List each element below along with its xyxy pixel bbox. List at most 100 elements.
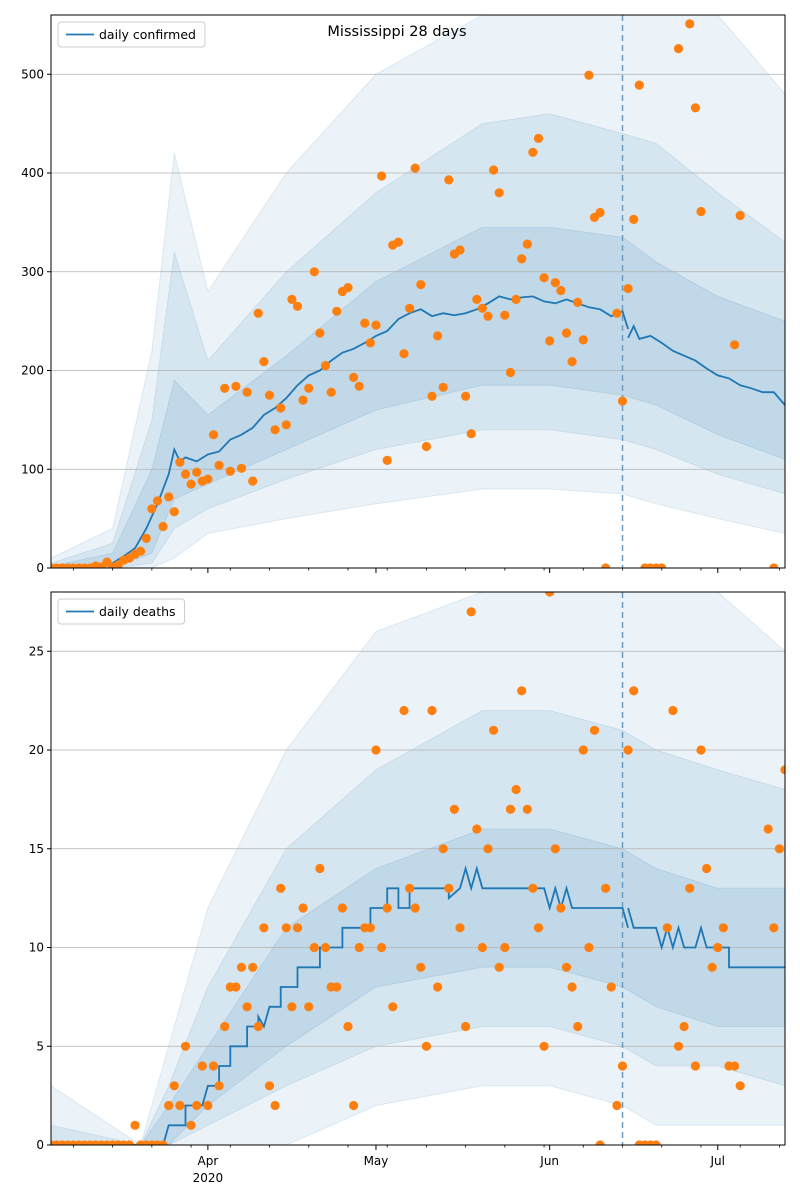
observed-point — [433, 982, 443, 992]
observed-point — [657, 563, 667, 568]
observed-point — [427, 391, 437, 401]
observed-point — [421, 1041, 431, 1051]
observed-point — [242, 387, 252, 397]
observed-point — [276, 883, 286, 893]
observed-point — [690, 103, 701, 113]
observed-point — [304, 383, 314, 393]
observed-point — [505, 367, 516, 378]
observed-point — [612, 308, 622, 318]
y-tick-label: 300 — [21, 265, 44, 279]
observed-point — [220, 1021, 230, 1032]
observed-point — [186, 1120, 196, 1130]
observed-point — [606, 982, 616, 992]
observed-point — [466, 429, 476, 439]
observed-point — [517, 686, 527, 696]
observed-point — [287, 1002, 297, 1012]
observed-point — [203, 474, 213, 484]
observed-point — [589, 725, 600, 735]
observed-point — [472, 824, 482, 834]
observed-point — [220, 383, 230, 393]
observed-point — [315, 328, 325, 338]
observed-point — [175, 457, 185, 467]
observed-point — [169, 1081, 179, 1091]
observed-point — [472, 294, 482, 304]
observed-point — [158, 521, 168, 532]
observed-point — [601, 563, 611, 568]
x-tick-sublabel: 2020 — [193, 1171, 224, 1185]
observed-point — [444, 883, 454, 893]
observed-point — [180, 469, 191, 479]
observed-point — [774, 844, 785, 854]
observed-point — [248, 476, 258, 486]
observed-point — [438, 844, 448, 854]
observed-point — [298, 395, 308, 405]
observed-point — [410, 163, 420, 173]
observed-point — [320, 942, 331, 953]
y-tick-label: 100 — [21, 462, 44, 476]
observed-point — [326, 387, 336, 397]
x-tick-label: Apr — [198, 1154, 219, 1168]
observed-point — [393, 237, 403, 247]
observed-point — [164, 1100, 174, 1111]
legend-label: daily deaths — [99, 604, 176, 619]
observed-point — [595, 1140, 605, 1145]
observed-point — [533, 923, 544, 933]
observed-point — [466, 607, 476, 617]
observed-point — [517, 254, 527, 264]
observed-point — [522, 239, 532, 249]
observed-point — [377, 942, 387, 953]
observed-point — [477, 303, 487, 313]
observed-point — [298, 903, 308, 913]
observed-point — [264, 1081, 275, 1091]
observed-point — [124, 1140, 134, 1145]
observed-point — [197, 1061, 207, 1071]
observed-point — [231, 982, 241, 992]
legend-label: daily confirmed — [99, 27, 196, 42]
observed-point — [730, 1061, 740, 1071]
observed-point — [270, 1100, 280, 1111]
observed-point — [623, 283, 633, 294]
observed-point — [578, 745, 588, 755]
observed-point — [556, 903, 566, 913]
observed-point — [158, 1140, 168, 1145]
observed-point — [248, 962, 258, 972]
observed-point — [354, 381, 364, 391]
uncertainty-band-outer — [51, 15, 785, 568]
y-tick-label: 15 — [29, 842, 44, 856]
observed-point — [673, 44, 684, 54]
observed-point — [354, 942, 364, 953]
observed-point — [208, 1061, 219, 1071]
observed-point — [629, 686, 639, 696]
observed-point — [718, 923, 729, 933]
observed-point — [561, 328, 572, 338]
observed-point — [528, 147, 538, 157]
observed-point — [169, 507, 179, 517]
observed-point — [332, 982, 342, 992]
plot-area — [51, 15, 785, 568]
observed-point — [371, 320, 381, 330]
observed-point — [623, 745, 633, 755]
observed-point — [438, 382, 448, 392]
observed-point — [186, 479, 196, 489]
observed-point — [281, 923, 291, 933]
observed-point — [500, 310, 510, 320]
observed-point — [567, 982, 577, 992]
observed-point — [416, 962, 426, 972]
y-tick-label: 200 — [21, 364, 44, 378]
observed-point — [584, 70, 594, 80]
observed-point — [494, 188, 504, 198]
observed-point — [214, 460, 224, 470]
observed-point — [483, 311, 493, 321]
observed-point — [500, 942, 510, 953]
observed-point — [651, 1140, 661, 1145]
observed-point — [477, 942, 487, 953]
observed-point — [320, 361, 331, 371]
observed-point — [539, 273, 549, 283]
observed-point — [673, 1041, 684, 1051]
x-tick-label: Jul — [710, 1154, 725, 1168]
observed-point — [545, 592, 555, 597]
observed-point — [763, 824, 773, 834]
observed-point — [399, 349, 409, 359]
observed-point — [494, 962, 504, 972]
observed-point — [696, 745, 706, 755]
